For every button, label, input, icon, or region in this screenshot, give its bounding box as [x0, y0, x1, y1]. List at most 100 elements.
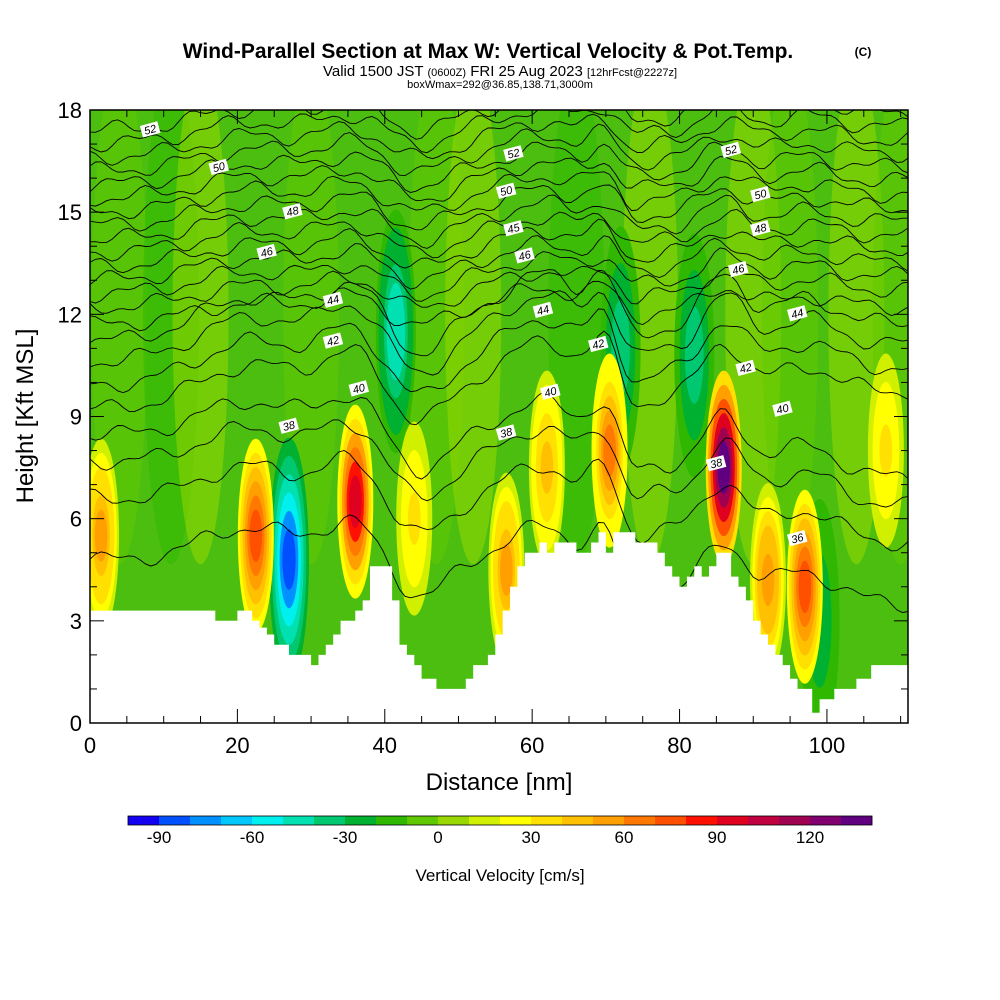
terrain-mask [90, 532, 908, 723]
colorbar-swatch [779, 816, 811, 825]
field-texture-band [172, 110, 229, 565]
colorbar-frame [127, 815, 873, 826]
y-tick-label: 6 [70, 507, 82, 532]
colorbar-swatch [314, 816, 346, 825]
isentrope-label: 50 [495, 182, 517, 199]
isentrope-line [90, 330, 908, 426]
colorbar-tick-label: -30 [333, 828, 358, 847]
isentrope-label: 44 [532, 301, 554, 319]
isentrope-line [90, 184, 908, 232]
isentrope-label-text: 40 [352, 382, 368, 397]
isentrope-label-box [322, 332, 344, 349]
chart-subtitle: Valid 1500 JST (0600Z) FRI 25 Aug 2023 [… [323, 63, 677, 80]
isentrope-label-text: 44 [536, 304, 551, 319]
colorbar-swatch [221, 816, 253, 825]
isentrope-label: 50 [750, 186, 771, 203]
isentrope-label-box [786, 530, 808, 547]
subtitle-utc: (0600Z) [428, 67, 467, 79]
isentrope-line [90, 194, 908, 249]
isentrope-label-text: 42 [326, 334, 341, 349]
isentrope-label-box [514, 247, 535, 264]
isentrope-label: 38 [495, 424, 517, 441]
colorbar-swatch [841, 816, 873, 825]
y-tick-label: 0 [70, 711, 82, 736]
updraft-cell [761, 553, 775, 607]
isentrope-label-text: 38 [282, 419, 298, 434]
isentrope-label-box [705, 455, 727, 472]
isentrope-label-text: 44 [326, 293, 341, 308]
updraft-cell [603, 424, 616, 477]
y-tick-label: 12 [58, 302, 82, 327]
isentrope-label: 38 [278, 417, 299, 434]
colorbar-swatch [593, 816, 625, 825]
colorbar-swatch [562, 816, 594, 825]
isentrope-label-box [750, 186, 771, 203]
colorbar-label: Vertical Velocity [cm/s] [415, 866, 584, 885]
isentrope-label-box [348, 380, 369, 397]
isentrope-label-text: 50 [212, 160, 228, 175]
y-axis-label: Height [Kft MSL] [12, 329, 39, 504]
isentrope-label-text: 38 [709, 457, 725, 472]
colorbar-swatch [345, 816, 377, 825]
isentrope-line [90, 156, 908, 207]
colorbar-tick-label: 90 [708, 828, 727, 847]
isentrope-label-box [278, 417, 299, 434]
colorbar-tick-label: 120 [796, 828, 824, 847]
isentrope-label-box [503, 220, 524, 237]
isentrope-line [90, 280, 908, 332]
isentrope-label: 36 [786, 530, 808, 547]
subtitle-date: FRI 25 Aug 2023 [470, 63, 583, 80]
isentrope-label-box [735, 359, 756, 376]
updraft-cell [879, 424, 893, 477]
isentrope-label: 42 [587, 335, 609, 353]
x-tick-label: 20 [225, 733, 249, 758]
x-tick-label: 100 [809, 733, 846, 758]
subtitle-forecast: [12hrFcst@2227z] [587, 67, 677, 79]
isentrope-label-text: 52 [143, 123, 158, 138]
colorbar-swatch [686, 816, 718, 825]
isentrope-line [90, 419, 908, 508]
isentrope-label: 40 [348, 380, 369, 397]
colorbar: -90 -60 -30 0 30 60 90 120 [127, 815, 873, 847]
isentrope-line [90, 391, 908, 480]
colorbar-tick-label: 30 [522, 828, 541, 847]
isentrope-label-text: 50 [753, 187, 769, 202]
y-tick-label: 3 [70, 609, 82, 634]
isentrope-label-box [786, 305, 808, 322]
x-tick-label: 40 [373, 733, 397, 758]
updraft-cell [540, 441, 554, 494]
isentrope-label-text: 45 [506, 222, 522, 237]
plot-area: 52 50 48 46 44 42 40 38 52 50 45 46 44 42 40 38 52 50 48 46… [58, 98, 909, 758]
isentrope-label: 46 [514, 247, 535, 264]
isentrope-label-box [720, 141, 742, 159]
updraft-cell [717, 441, 731, 494]
updraft-cell [94, 509, 108, 562]
x-tick-label: 0 [84, 733, 96, 758]
isentrope-label: 44 [786, 305, 808, 322]
isentrope-label-text: 40 [543, 385, 559, 400]
isentrope-label: 52 [139, 121, 161, 138]
field-texture-band [762, 110, 819, 565]
colorbar-tick-label: 60 [615, 828, 634, 847]
colorbar-swatch [407, 816, 439, 825]
isentrope-label-text: 52 [724, 144, 739, 159]
colorbar-swatch [624, 816, 656, 825]
isentrope-line [90, 218, 908, 274]
isentrope-label-box [495, 182, 517, 199]
isentrope-line [90, 208, 908, 262]
colorbar-swatch [128, 816, 160, 825]
isentrope-label-text: 50 [499, 184, 515, 199]
isentrope-label-box [503, 145, 524, 162]
isentrope-label-text: 48 [753, 222, 769, 237]
copyright-mark: (C) [855, 45, 872, 59]
updraft-cell [500, 543, 513, 596]
isentrope-label-box [587, 335, 609, 353]
isentrope-label-box [772, 400, 793, 417]
colorbar-swatch [655, 816, 687, 825]
colorbar-swatch [500, 816, 532, 825]
isentrope-line [90, 247, 908, 304]
y-tick-label: 15 [58, 200, 82, 225]
isentrope-label: 38 [705, 455, 727, 472]
isentrope-label: 50 [208, 158, 229, 175]
